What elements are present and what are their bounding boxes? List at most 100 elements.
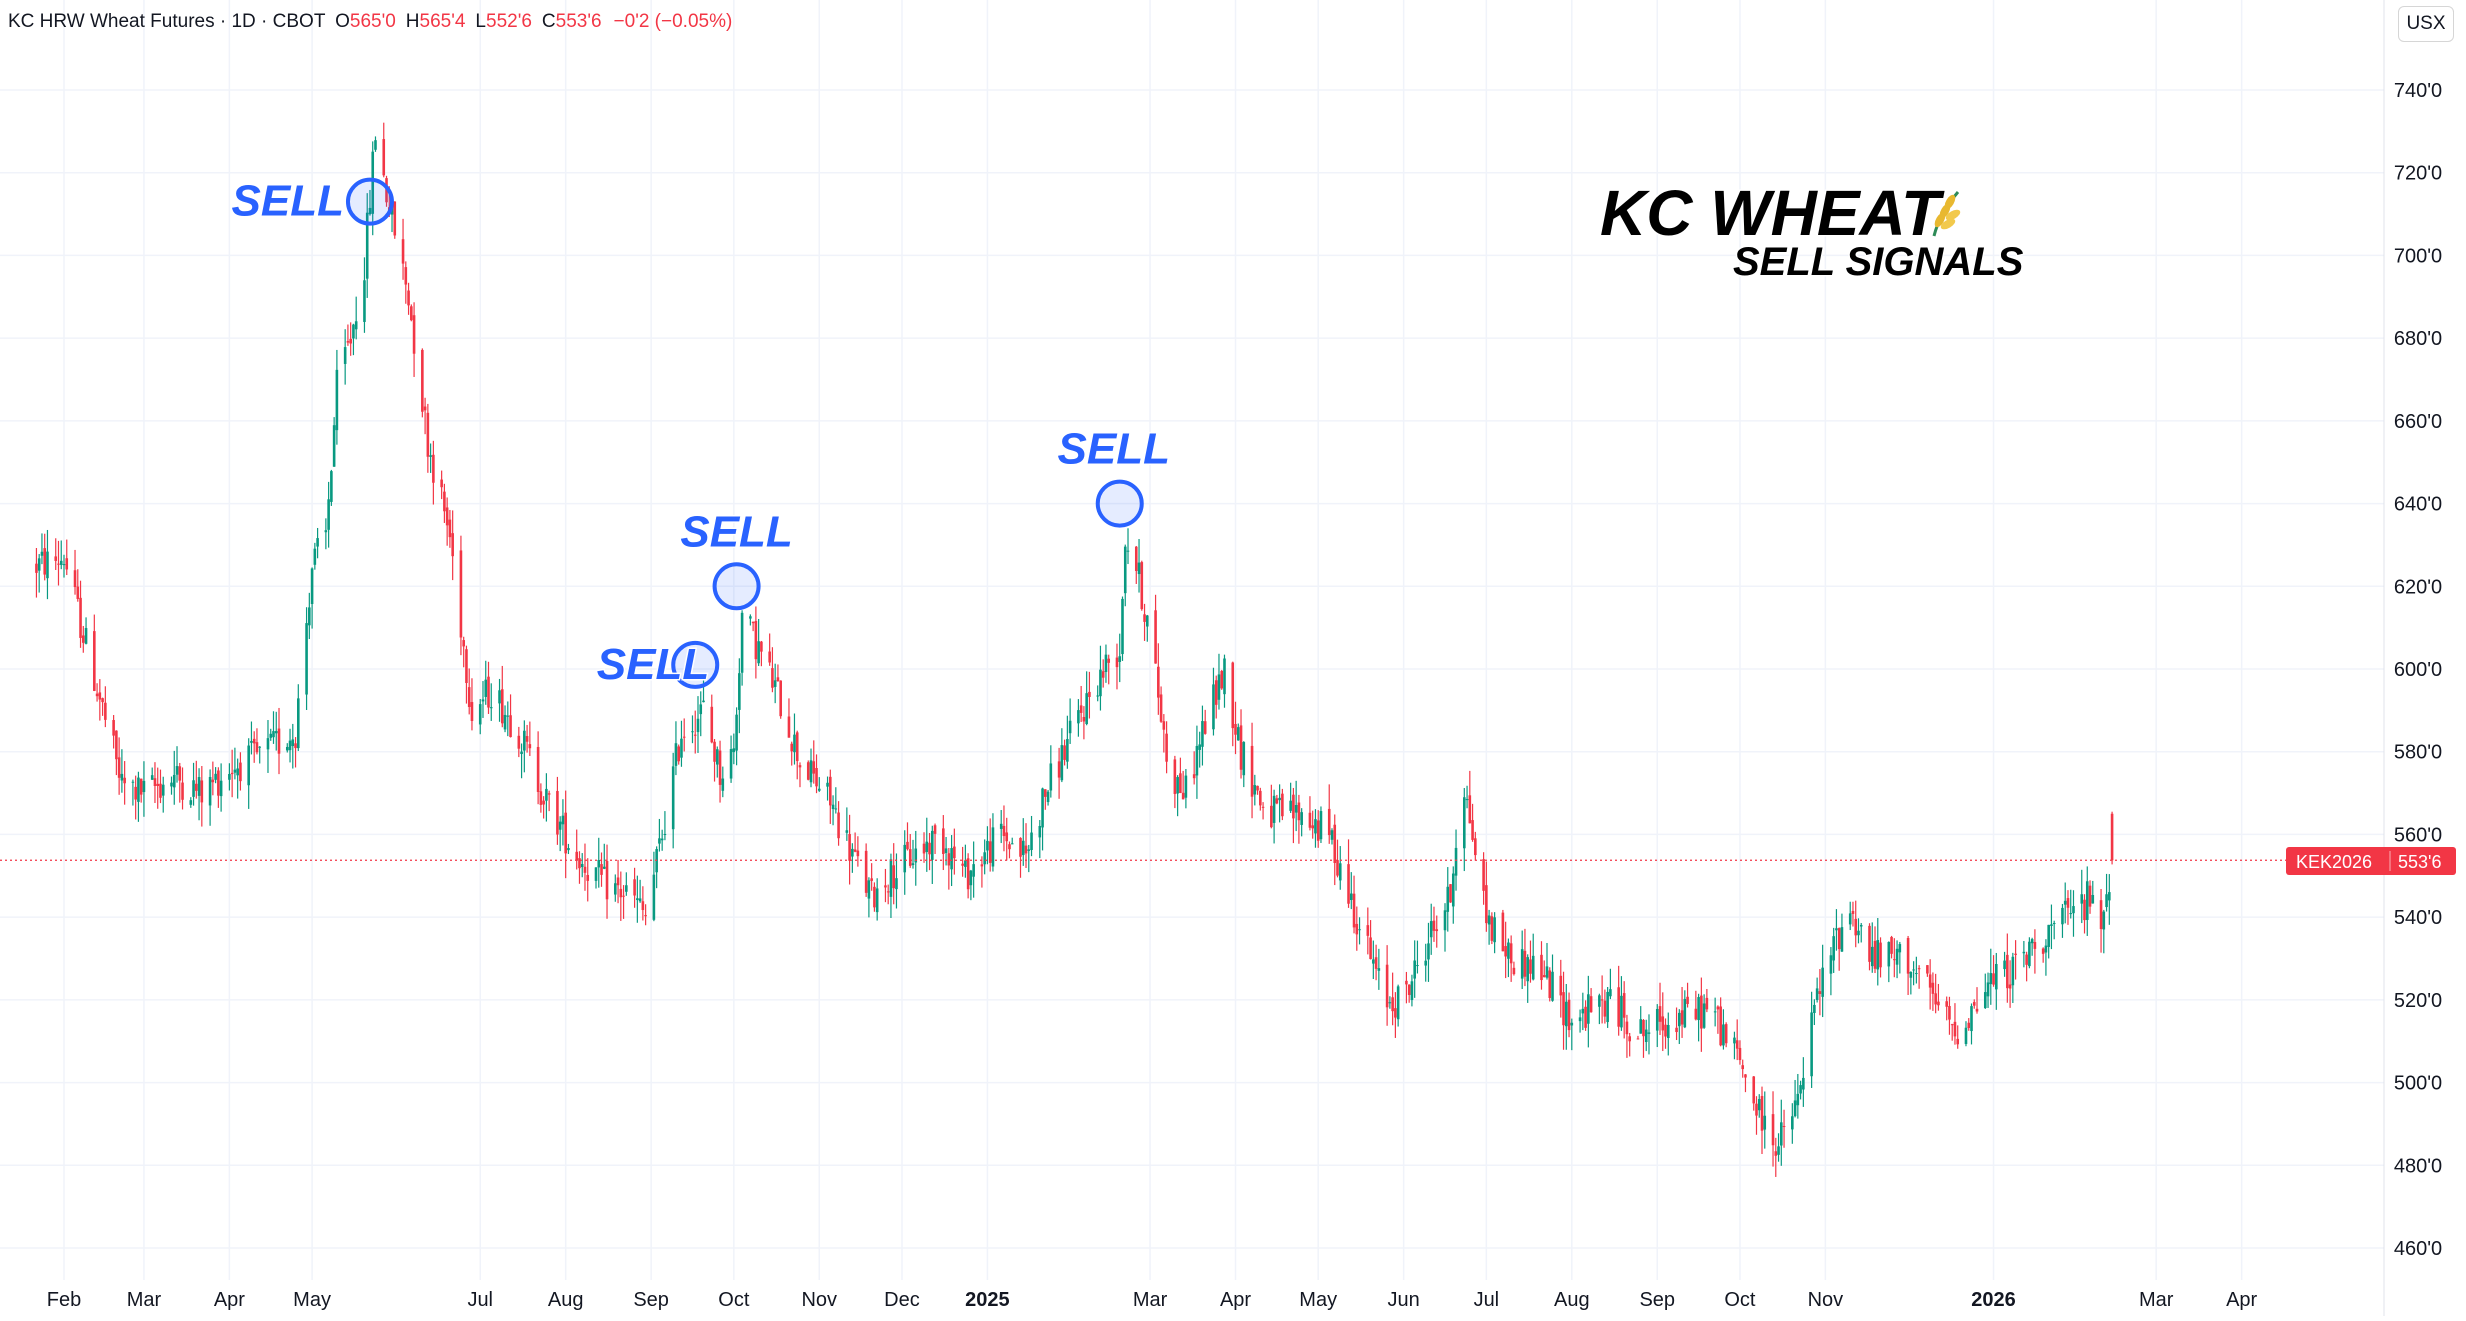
y-tick-label: 520'0 [2394, 990, 2442, 1012]
time-axis[interactable]: Feb Mar Apr May Jul Aug Sep Oct Nov Dec 2025 Mar Apr… [47, 1289, 2258, 1311]
candle-body [239, 762, 242, 782]
candle-body [1802, 1077, 1805, 1090]
x-tick-label: Nov [801, 1289, 837, 1311]
candle-body [729, 749, 733, 779]
candle-body [1198, 744, 1201, 750]
candle-body [274, 731, 278, 734]
candle-body [470, 702, 474, 721]
candle-body [35, 563, 38, 573]
candle-body [1038, 825, 1042, 838]
candle-body [677, 746, 680, 762]
candle-body [696, 718, 700, 733]
candle-body [1077, 710, 1080, 724]
candle-body [864, 850, 868, 893]
candle-body [2108, 892, 2111, 901]
candle-body [1771, 1114, 1775, 1146]
x-tick-label: Aug [1554, 1289, 1590, 1311]
candle-body [1779, 1122, 1783, 1146]
candle-body [1512, 967, 1516, 975]
candle-body [1598, 995, 1601, 1007]
sell-signal: SELL [679, 506, 794, 611]
candle-body [1493, 917, 1496, 943]
candle-body [636, 898, 639, 901]
candle-body [928, 842, 931, 855]
candle-body [1609, 989, 1612, 997]
candle-body [382, 139, 386, 176]
candle-body [363, 280, 366, 322]
high-value: 565'4 [420, 11, 466, 32]
candle-body [1683, 998, 1687, 1028]
low-label: L [475, 11, 486, 32]
candle-body [787, 716, 791, 738]
candle-body [1413, 960, 1416, 979]
candle-body [625, 885, 628, 892]
candle-body [228, 774, 231, 780]
candle-body [352, 324, 355, 339]
candle-body [57, 563, 60, 565]
candle-body [1281, 793, 1284, 817]
candle-body [98, 692, 102, 700]
candle-body [84, 628, 88, 644]
candle-body [1666, 1025, 1670, 1038]
candle-body [2033, 942, 2037, 949]
candle-body [1661, 1016, 1665, 1031]
sell-signals: SELL SELL SELL SELL [230, 175, 1171, 690]
candle-body [1895, 948, 1899, 965]
candle-body [1294, 805, 1298, 813]
candle-body [412, 315, 416, 354]
candle-body [410, 306, 413, 321]
candle-body [1744, 1074, 1747, 1078]
candle-body [1857, 930, 1860, 936]
candle-body [583, 866, 587, 873]
candle-body [1236, 727, 1240, 741]
candle-body [999, 823, 1003, 829]
candle-body [542, 800, 545, 805]
candle-body [297, 698, 300, 749]
candle-body [1625, 1021, 1629, 1035]
currency-button[interactable]: USX [2398, 6, 2454, 42]
candle-body [189, 800, 193, 805]
candle-body [1644, 1029, 1648, 1043]
candle-body [1810, 1012, 1813, 1077]
candle-body [277, 728, 281, 754]
candle-body [429, 455, 432, 457]
candle-body [1868, 925, 1871, 962]
candle-body [197, 777, 201, 796]
candle-body [1837, 928, 1841, 950]
y-tick-label: 480'0 [2394, 1155, 2442, 1177]
candle-body [219, 780, 223, 797]
candle-body [2052, 923, 2056, 925]
candle-body [925, 841, 929, 852]
candle-body [343, 347, 347, 364]
candle-body [1435, 929, 1439, 932]
candle-body [1231, 662, 1235, 729]
candle-body [285, 746, 289, 751]
candle-body [713, 741, 716, 762]
candle-body [834, 808, 838, 810]
candle-body [1424, 960, 1428, 966]
candle-body [1873, 940, 1877, 969]
candle-body [1272, 795, 1276, 823]
candle-body [1986, 982, 1990, 997]
candle-body [1509, 943, 1513, 964]
candle-body [123, 777, 126, 784]
candle-body [1890, 936, 1893, 954]
candle-body [62, 564, 66, 566]
candle-body [1192, 774, 1196, 779]
candle-body [682, 736, 686, 738]
candle-body [313, 548, 317, 565]
candle-body [1504, 946, 1507, 957]
price-tag[interactable]: KEK2026 553'6 [2286, 847, 2456, 875]
candle-body [269, 733, 273, 738]
candle-body [195, 783, 198, 791]
price-axis[interactable]: 740'0 720'0 700'0 680'0 660'0 640'0 620'0 600'0… [2394, 80, 2442, 1260]
header-legend: KC HRW Wheat Futures · 1D · CBOT O565'0 H5… [8, 11, 732, 32]
candle-body [2047, 924, 2050, 947]
candle-body [732, 748, 736, 753]
candle-body [1463, 797, 1466, 849]
candle-body [528, 744, 532, 749]
candle-body [658, 838, 661, 844]
candle-body [613, 883, 617, 895]
